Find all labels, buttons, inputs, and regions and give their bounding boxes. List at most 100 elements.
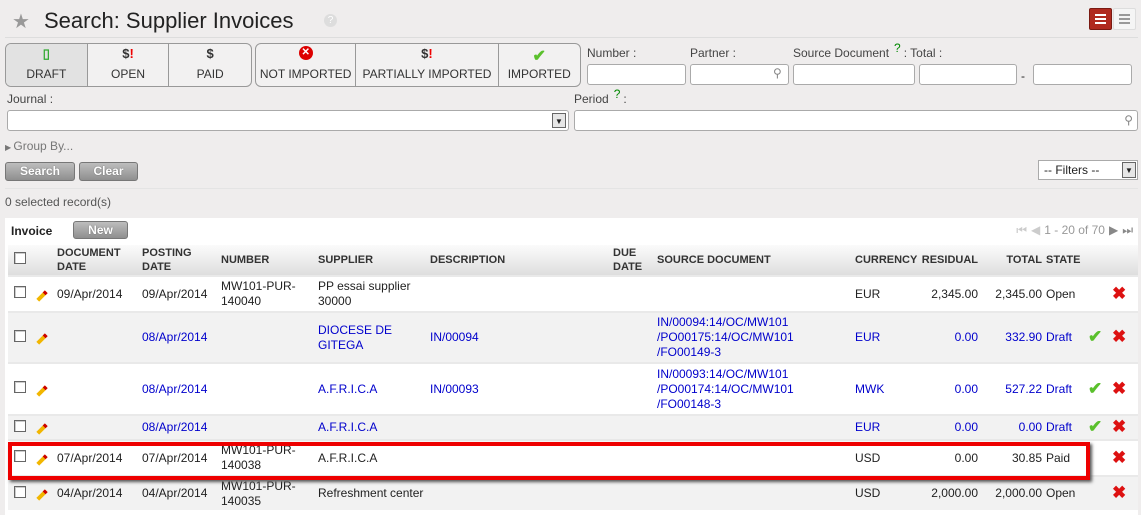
cell-residual: 2,000.00 bbox=[918, 475, 980, 510]
cell-state[interactable]: Draft bbox=[1044, 414, 1086, 440]
source-help-icon[interactable]: ? bbox=[894, 41, 901, 55]
validate-check-icon[interactable]: ✔ bbox=[1088, 327, 1103, 346]
validate-check-icon[interactable]: ✔ bbox=[1088, 417, 1103, 436]
list-view-button[interactable] bbox=[1089, 8, 1112, 30]
edit-pencil-icon[interactable] bbox=[36, 333, 48, 345]
clear-button[interactable]: Clear bbox=[79, 162, 138, 181]
cell-source[interactable]: IN/00093:14/OC/MW101 /PO00174:14/OC/MW10… bbox=[655, 362, 853, 415]
journal-select[interactable]: ▼ bbox=[7, 110, 569, 131]
filter-imported-button[interactable]: ✔ IMPORTED bbox=[499, 44, 581, 86]
red-x-circle-icon: ✕ bbox=[298, 46, 313, 60]
table-row[interactable]: 08/Apr/2014 A.F.R.I.C.A IN/00093 IN/00093:1… bbox=[8, 362, 1138, 415]
search-icon[interactable]: ⚲ bbox=[773, 66, 782, 80]
total-min-input[interactable] bbox=[919, 64, 1017, 85]
partner-input[interactable] bbox=[690, 64, 789, 85]
cell-description[interactable]: IN/00094 bbox=[428, 311, 611, 363]
cell-total[interactable]: 0.00 bbox=[980, 414, 1044, 440]
cell-total[interactable]: 332.90 bbox=[980, 311, 1044, 363]
cell-description bbox=[428, 439, 611, 476]
edit-pencil-icon[interactable] bbox=[36, 289, 48, 302]
edit-pencil-icon[interactable] bbox=[36, 423, 48, 435]
favorite-star-icon[interactable]: ★ bbox=[12, 11, 30, 33]
cell-posting-date[interactable]: 08/Apr/2014 bbox=[140, 311, 219, 363]
table-row[interactable]: 07/Apr/2014 07/Apr/2014 MW101-PUR-140038 A.… bbox=[8, 439, 1138, 476]
search-button[interactable]: Search bbox=[5, 162, 75, 181]
cell-residual[interactable]: 0.00 bbox=[918, 362, 980, 415]
cell-residual[interactable]: 0.00 bbox=[918, 414, 980, 440]
row-checkbox[interactable] bbox=[14, 286, 26, 298]
grid-view-button[interactable] bbox=[1113, 8, 1136, 30]
delete-x-icon[interactable]: ✖ bbox=[1112, 483, 1127, 502]
delete-x-icon[interactable]: ✖ bbox=[1112, 417, 1127, 436]
row-checkbox[interactable] bbox=[14, 329, 26, 342]
search-icon[interactable]: ⚲ bbox=[1124, 113, 1133, 127]
validate-check-icon[interactable]: ✔ bbox=[1088, 378, 1103, 398]
col-due-date[interactable]: DUE DATE bbox=[611, 245, 655, 276]
col-posting-date[interactable]: POSTING DATE bbox=[140, 245, 219, 276]
row-checkbox[interactable] bbox=[14, 450, 26, 462]
cell-description[interactable]: IN/00093 bbox=[428, 362, 611, 415]
col-state[interactable]: STATE bbox=[1044, 245, 1086, 276]
partner-label: Partner : bbox=[690, 46, 737, 60]
delete-x-icon[interactable]: ✖ bbox=[1112, 447, 1127, 467]
col-source-document[interactable]: SOURCE DOCUMENT bbox=[655, 245, 853, 276]
table-row[interactable]: 04/Apr/2014 04/Apr/2014 MW101-PUR-140035 Re… bbox=[8, 475, 1138, 510]
period-help-icon[interactable]: ? bbox=[613, 87, 621, 101]
group-by-toggle[interactable]: ▶ Group By... bbox=[5, 139, 73, 153]
cell-posting-date[interactable]: 08/Apr/2014 bbox=[140, 362, 219, 415]
cell-total: 2,000.00 bbox=[980, 475, 1044, 510]
edit-pencil-icon[interactable] bbox=[36, 384, 48, 397]
filter-partially-imported-button[interactable]: $! PARTIALLY IMPORTED bbox=[356, 44, 499, 86]
first-page-icon[interactable]: ⏮ bbox=[1016, 223, 1027, 237]
cell-number bbox=[219, 414, 316, 440]
cell-supplier[interactable]: A.F.R.I.C.A bbox=[316, 362, 428, 415]
filter-not-imported-button[interactable]: ✕ NOT IMPORTED bbox=[256, 44, 357, 86]
help-icon[interactable]: ? bbox=[324, 14, 337, 27]
cell-source[interactable]: IN/00094:14/OC/MW101 /PO00175:14/OC/MW10… bbox=[655, 311, 853, 363]
cell-total[interactable]: 527.22 bbox=[980, 362, 1044, 415]
col-supplier[interactable]: SUPPLIER bbox=[316, 245, 428, 276]
cell-currency[interactable]: MWK bbox=[853, 362, 918, 415]
table-row[interactable]: 09/Apr/2014 09/Apr/2014 MW101-PUR-140040 PP… bbox=[8, 275, 1138, 312]
filter-paid-button[interactable]: $ PAID bbox=[169, 44, 251, 86]
cell-residual[interactable]: 0.00 bbox=[918, 311, 980, 363]
table-row[interactable]: 08/Apr/2014 DIOCESE DE GITEGA IN/00094 IN/0… bbox=[8, 311, 1138, 363]
row-checkbox[interactable] bbox=[14, 381, 26, 393]
col-total[interactable]: TOTAL bbox=[980, 245, 1044, 276]
delete-x-icon[interactable]: ✖ bbox=[1112, 378, 1127, 398]
delete-x-icon[interactable]: ✖ bbox=[1112, 327, 1127, 346]
cell-state[interactable]: Draft bbox=[1044, 311, 1086, 363]
number-input[interactable] bbox=[587, 64, 686, 85]
col-description[interactable]: DESCRIPTION bbox=[428, 245, 611, 276]
edit-pencil-icon[interactable] bbox=[36, 453, 48, 466]
period-input[interactable]: ⚲ bbox=[574, 110, 1138, 131]
table-row[interactable]: 08/Apr/2014 A.F.R.I.C.A EUR 0.00 0.00 Draft ✔ ✖ bbox=[8, 414, 1138, 440]
cell-state[interactable]: Draft bbox=[1044, 362, 1086, 415]
col-currency[interactable]: CURRENCY bbox=[853, 245, 918, 276]
last-page-icon[interactable]: ⏭ bbox=[1122, 223, 1133, 237]
dropdown-arrow-icon[interactable]: ▼ bbox=[552, 113, 566, 128]
filters-select[interactable]: -- Filters -- ▼ bbox=[1038, 160, 1138, 180]
total-max-input[interactable] bbox=[1033, 64, 1132, 85]
col-residual[interactable]: RESIDUAL bbox=[918, 245, 980, 276]
delete-x-icon[interactable]: ✖ bbox=[1112, 283, 1127, 303]
new-button[interactable]: New bbox=[73, 221, 128, 239]
col-document-date[interactable]: DOCUMENT DATE bbox=[55, 245, 140, 276]
source-document-input[interactable] bbox=[793, 64, 915, 85]
cell-posting-date[interactable]: 08/Apr/2014 bbox=[140, 414, 219, 440]
prev-page-icon[interactable]: ◀ bbox=[1031, 223, 1041, 237]
col-number[interactable]: NUMBER bbox=[219, 245, 316, 276]
edit-pencil-icon[interactable] bbox=[36, 489, 48, 501]
filter-open-button[interactable]: $! OPEN bbox=[88, 44, 170, 86]
cell-source bbox=[655, 475, 853, 510]
next-page-icon[interactable]: ▶ bbox=[1108, 223, 1119, 237]
dropdown-arrow-icon[interactable]: ▼ bbox=[1122, 162, 1136, 178]
cell-supplier[interactable]: DIOCESE DE GITEGA bbox=[316, 311, 428, 363]
cell-supplier[interactable]: A.F.R.I.C.A bbox=[316, 414, 428, 440]
select-all-checkbox[interactable] bbox=[14, 252, 26, 264]
filter-draft-button[interactable]: ▯ DRAFT bbox=[6, 44, 88, 86]
cell-currency[interactable]: EUR bbox=[853, 414, 918, 440]
row-checkbox[interactable] bbox=[14, 419, 26, 432]
cell-currency[interactable]: EUR bbox=[853, 311, 918, 363]
row-checkbox[interactable] bbox=[14, 485, 26, 498]
